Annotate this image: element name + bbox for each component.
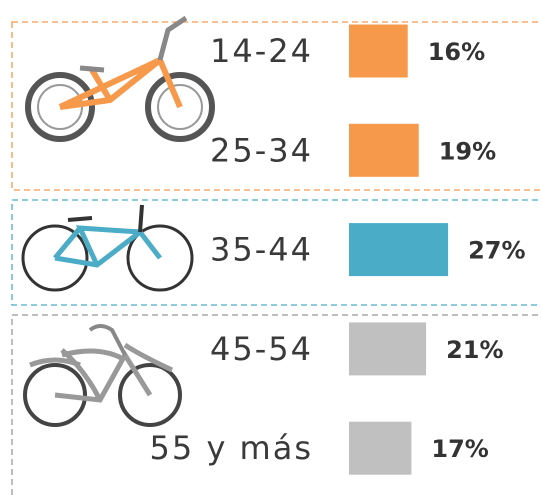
category-label: 14-24 <box>210 32 313 70</box>
category-label: 45-54 <box>210 330 313 368</box>
bar <box>349 223 449 277</box>
bike-icon <box>23 324 182 427</box>
group-box <box>11 199 541 306</box>
value-label: 16% <box>428 38 485 66</box>
category-label: 25-34 <box>210 131 313 169</box>
value-label: 19% <box>439 137 496 165</box>
category-label: 35-44 <box>210 231 313 269</box>
value-label: 27% <box>468 237 525 265</box>
group-box <box>11 21 541 191</box>
bar <box>349 322 427 376</box>
value-label: 17% <box>431 435 488 463</box>
bar <box>349 24 408 78</box>
group-box <box>11 314 541 495</box>
value-label: 21% <box>446 336 503 364</box>
bar <box>349 123 419 177</box>
bar <box>349 421 412 475</box>
category-label: 55 y más <box>150 429 313 467</box>
bike-icon <box>25 15 215 142</box>
bike-icon <box>21 204 194 292</box>
